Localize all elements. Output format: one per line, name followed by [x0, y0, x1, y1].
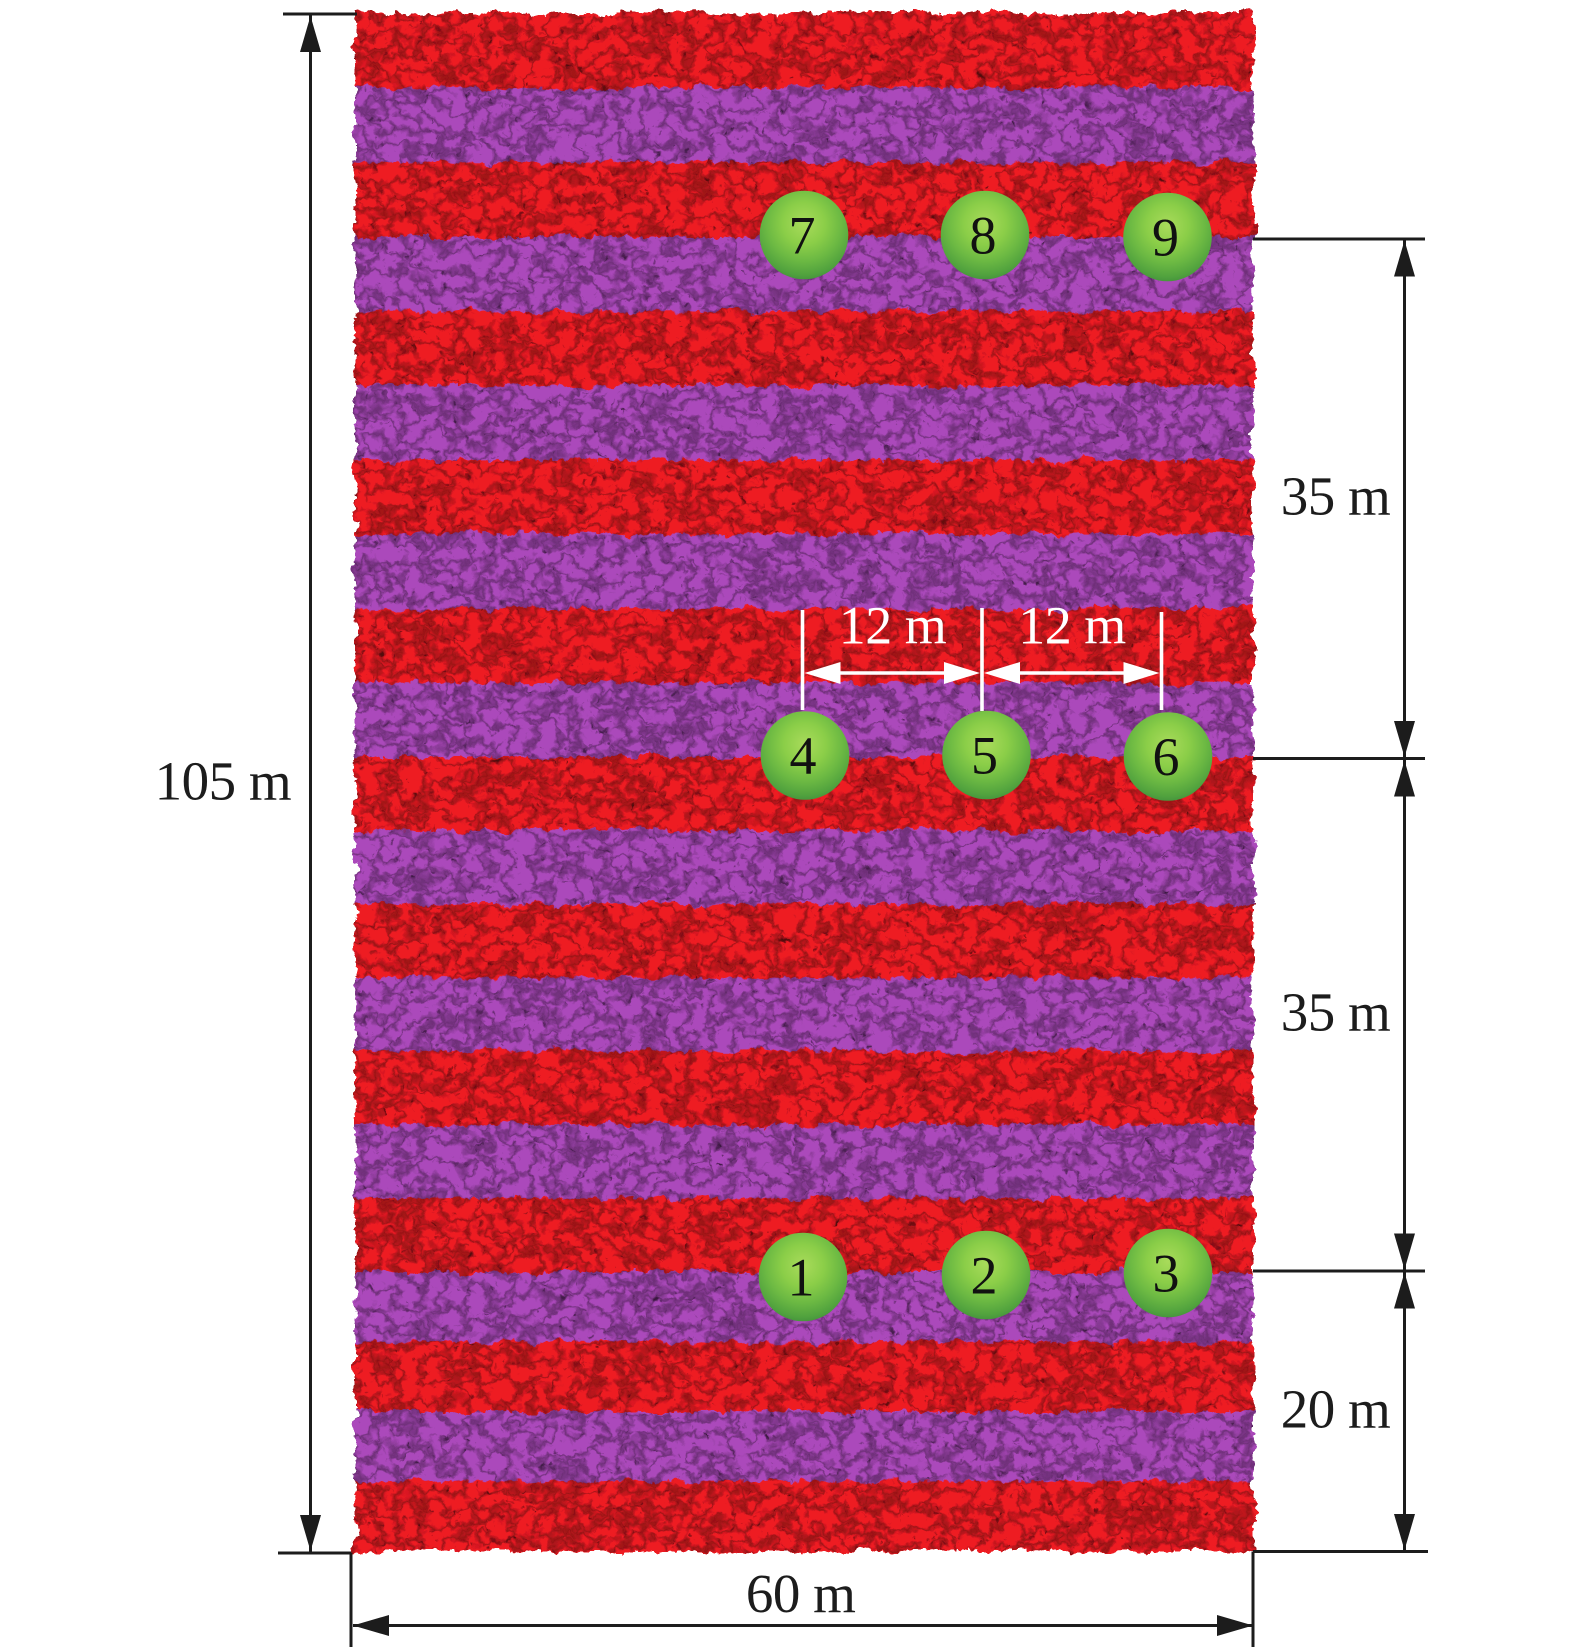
svg-text:60 m: 60 m: [746, 1563, 856, 1624]
svg-text:5: 5: [971, 726, 998, 786]
svg-text:2: 2: [971, 1246, 998, 1306]
svg-text:35 m: 35 m: [1281, 982, 1391, 1043]
svg-text:4: 4: [790, 726, 817, 786]
svg-text:9: 9: [1152, 208, 1179, 268]
svg-text:12 m: 12 m: [1018, 596, 1126, 656]
svg-text:6: 6: [1153, 727, 1180, 787]
svg-text:105 m: 105 m: [155, 751, 292, 812]
svg-text:1: 1: [788, 1248, 815, 1308]
svg-text:8: 8: [970, 206, 997, 266]
svg-text:12 m: 12 m: [839, 596, 947, 656]
svg-text:20 m: 20 m: [1281, 1379, 1391, 1440]
svg-text:35 m: 35 m: [1281, 466, 1391, 527]
svg-text:7: 7: [789, 206, 816, 266]
svg-text:3: 3: [1153, 1244, 1180, 1304]
